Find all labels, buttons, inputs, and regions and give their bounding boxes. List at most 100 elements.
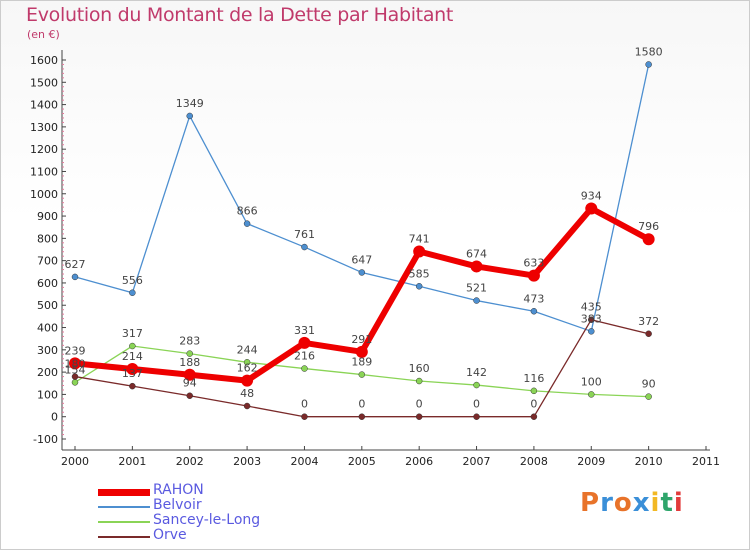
y-tick-label: 1100 (30, 165, 58, 178)
data-label: 214 (122, 350, 143, 363)
logo-letter: P (580, 488, 601, 518)
data-label: 435 (581, 301, 602, 314)
data-point (413, 245, 426, 258)
y-tick-label: 1600 (30, 54, 58, 67)
x-tick-label: 2007 (463, 455, 491, 468)
data-label: 627 (65, 258, 86, 271)
data-label: 473 (523, 292, 544, 305)
data-point (301, 365, 308, 372)
data-point (415, 283, 423, 290)
data-point (71, 273, 79, 281)
x-tick-label: 2001 (118, 455, 146, 468)
data-point (415, 377, 423, 385)
data-point (358, 269, 366, 276)
data-label: 90 (642, 378, 656, 391)
data-label: 188 (179, 356, 200, 369)
series-line-belvoir (74, 64, 650, 332)
y-tick-label: 200 (37, 366, 58, 379)
data-point (473, 413, 480, 420)
data-point (645, 330, 652, 338)
data-label: 741 (409, 233, 430, 246)
data-point (71, 373, 79, 380)
data-point (588, 328, 595, 335)
data-point (301, 413, 308, 420)
data-label: 239 (65, 344, 86, 357)
data-label: 180 (65, 358, 86, 371)
data-point (129, 382, 136, 390)
data-label: 761 (294, 228, 315, 241)
data-point (243, 359, 251, 366)
y-tick-label: 1200 (30, 143, 58, 156)
data-label: 556 (122, 274, 143, 287)
data-label: 0 (358, 398, 365, 411)
data-label: 291 (351, 333, 372, 346)
proxiti-logo: Proxiti (580, 488, 684, 518)
data-point (473, 381, 480, 389)
data-label: 866 (237, 205, 258, 218)
x-tick-label: 2011 (692, 455, 720, 468)
y-tick-label: 800 (37, 232, 58, 245)
data-label: 317 (122, 327, 143, 340)
legend-label: RAHON (153, 482, 204, 498)
logo-letter: t (660, 488, 674, 518)
logo-letter: o (613, 488, 633, 518)
data-point (585, 202, 598, 215)
x-tick-label: 2010 (635, 455, 663, 468)
y-tick-label: 400 (37, 322, 58, 335)
y-tick-label: 1500 (30, 76, 58, 89)
data-label: 331 (294, 324, 315, 337)
data-label: 116 (523, 372, 544, 385)
legend-swatch (98, 536, 150, 538)
data-point (355, 345, 368, 358)
data-label: 0 (473, 398, 480, 411)
data-point (588, 391, 595, 398)
data-point (69, 357, 81, 370)
data-label: 647 (351, 253, 372, 266)
legend-swatch (98, 506, 150, 508)
data-point (183, 368, 196, 381)
x-tick-label: 2003 (233, 455, 261, 468)
chart-title: Evolution du Montant de la Dette par Hab… (26, 4, 454, 26)
data-label: 100 (581, 375, 602, 388)
data-point (358, 371, 366, 378)
data-label: 372 (638, 315, 659, 328)
data-label: 142 (466, 366, 487, 379)
data-label: 521 (466, 282, 487, 295)
data-point (527, 269, 540, 282)
y-tick-label: 100 (37, 388, 58, 401)
y-tick-label: 1000 (30, 188, 58, 201)
y-tick-label: 1400 (30, 99, 58, 112)
data-label: 244 (237, 343, 258, 356)
data-label: 585 (409, 267, 430, 280)
logo-letter: r (600, 488, 614, 518)
y-tick-label: 300 (37, 344, 58, 357)
x-tick-label: 2008 (520, 455, 548, 468)
data-label: 162 (237, 362, 258, 375)
x-tick-label: 2002 (176, 455, 204, 468)
y-tick-label: 0 (51, 411, 58, 424)
data-point (588, 316, 595, 323)
data-point (642, 233, 655, 246)
data-point (129, 289, 136, 297)
data-point (530, 387, 538, 395)
data-point (186, 392, 193, 399)
legend-label: Belvoir (153, 497, 202, 513)
data-point (129, 342, 136, 350)
chart-unit: (en €) (27, 28, 60, 41)
data-point (645, 393, 652, 400)
data-label: 1349 (176, 97, 204, 110)
x-tick-label: 2004 (290, 455, 318, 468)
data-point (243, 402, 251, 410)
data-label: 154 (65, 363, 86, 376)
data-label: 383 (581, 312, 602, 325)
data-label: 0 (416, 398, 423, 411)
data-label: 934 (581, 189, 602, 202)
data-point (473, 297, 480, 304)
data-point (186, 112, 193, 120)
data-label: 633 (523, 257, 544, 270)
data-point (530, 413, 538, 420)
data-point (126, 362, 139, 375)
y-tick-label: 500 (37, 299, 58, 312)
data-label: 1580 (635, 45, 663, 58)
